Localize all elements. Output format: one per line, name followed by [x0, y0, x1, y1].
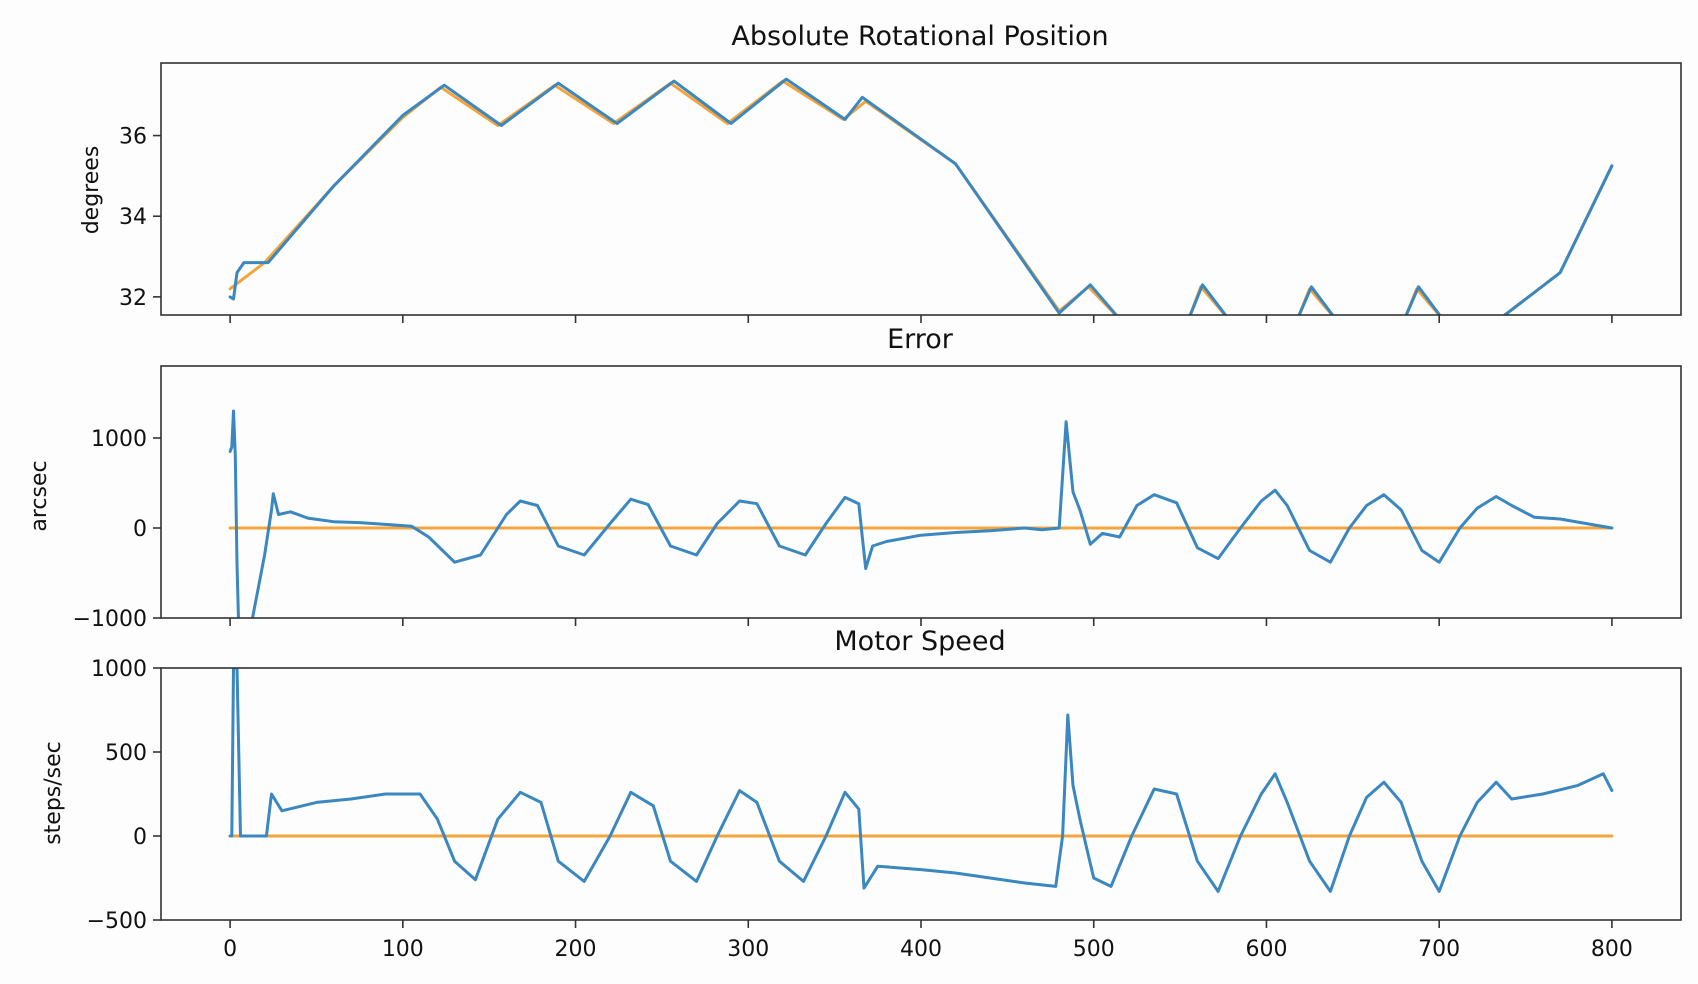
- x-tick-label: 400: [900, 937, 942, 962]
- y-tick-label-motor-speed: 0: [133, 825, 147, 850]
- x-tick-label: 0: [223, 937, 237, 962]
- y-tick-label-motor-speed: 1000: [91, 657, 147, 682]
- panel-title-error: Error: [887, 324, 954, 355]
- plot-area-position: 32 34 36: [119, 77, 1614, 323]
- y-axis-label-position: degrees: [79, 146, 104, 235]
- axes-frame-position: [160, 62, 1682, 316]
- y-tick-label-error: 1000: [91, 427, 147, 452]
- y-axis-label-motor-speed: steps/sec: [41, 741, 66, 845]
- measured-line-motor-speed: [228, 668, 1614, 893]
- y-tick-label-motor-speed: −500: [87, 909, 147, 934]
- y-tick-label-position: 36: [119, 125, 147, 150]
- plot-area-motor-speed: −500 0 500 1000 0 100 200 300 400 500 600 700 800: [87, 657, 1633, 962]
- y-tick-label-position: 34: [119, 205, 147, 230]
- measured-line-error: [228, 409, 1614, 618]
- measured-line-position: [228, 77, 1614, 315]
- x-tick-label: 700: [1418, 937, 1460, 962]
- y-tick-label-position: 32: [119, 286, 147, 311]
- x-tick-label: 300: [727, 937, 769, 962]
- target-line-position: [228, 79, 1614, 315]
- y-tick-label-motor-speed: 500: [105, 741, 147, 766]
- axes-frame-motor-speed: [160, 667, 1682, 921]
- axes-frame-error: [160, 365, 1682, 619]
- plot-area-error: −1000 0 1000: [73, 409, 1614, 632]
- x-tick-label: 200: [555, 937, 597, 962]
- panel-title-motor-speed: Motor Speed: [834, 626, 1005, 657]
- x-tick-label: 600: [1245, 937, 1287, 962]
- x-tick-label: 500: [1073, 937, 1115, 962]
- panel-title-position: Absolute Rotational Position: [731, 21, 1108, 52]
- x-tick-label: 100: [382, 937, 424, 962]
- y-tick-label-error: −1000: [73, 607, 147, 632]
- y-axis-label-error: arcsec: [27, 460, 52, 531]
- panel-error: Error arcsec −1000 0 1000: [27, 324, 1682, 632]
- x-tick-label: 800: [1591, 937, 1633, 962]
- panel-motor-speed: Motor Speed steps/sec −500 0 500 1000 0 100 20…: [41, 626, 1682, 962]
- y-tick-label-error: 0: [133, 517, 147, 542]
- panel-position: Absolute Rotational Position degrees 323…: [79, 21, 1682, 323]
